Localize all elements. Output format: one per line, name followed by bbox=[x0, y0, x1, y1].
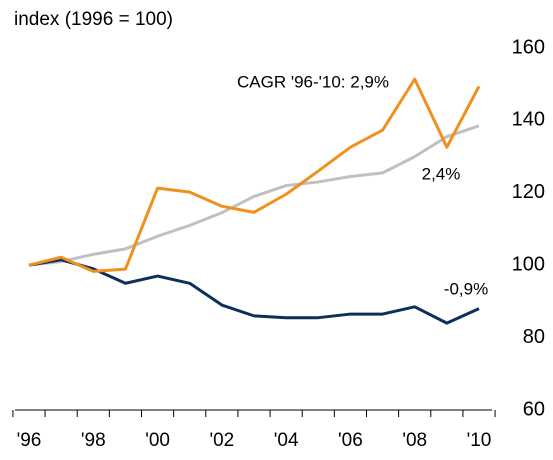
y-tick-label: 140 bbox=[512, 109, 545, 131]
series-annotation: CAGR '96-'10: 2,9% bbox=[237, 72, 389, 91]
y-tick-label: 60 bbox=[523, 398, 545, 420]
chart-title: index (1996 = 100) bbox=[14, 9, 173, 30]
x-tick-label: '08 bbox=[402, 430, 427, 451]
series-line bbox=[28, 77, 481, 273]
y-tick-label: 100 bbox=[512, 253, 545, 275]
y-tick-label: 120 bbox=[512, 181, 545, 203]
y-tick-label: 160 bbox=[512, 36, 545, 58]
series-line bbox=[28, 124, 480, 267]
x-tick-label: '10 bbox=[467, 430, 492, 451]
series-annotation: -0,9% bbox=[444, 279, 488, 298]
x-tick-label: '06 bbox=[338, 430, 363, 451]
series-annotation: 2,4% bbox=[422, 164, 461, 183]
x-tick-label: '02 bbox=[209, 430, 234, 451]
x-tick-label: '00 bbox=[145, 430, 170, 451]
y-tick-label: 80 bbox=[523, 326, 545, 348]
x-tick-label: '04 bbox=[274, 430, 299, 451]
x-tick-label: '96 bbox=[17, 430, 42, 451]
series-line bbox=[28, 258, 480, 325]
x-tick-label: '98 bbox=[81, 430, 106, 451]
